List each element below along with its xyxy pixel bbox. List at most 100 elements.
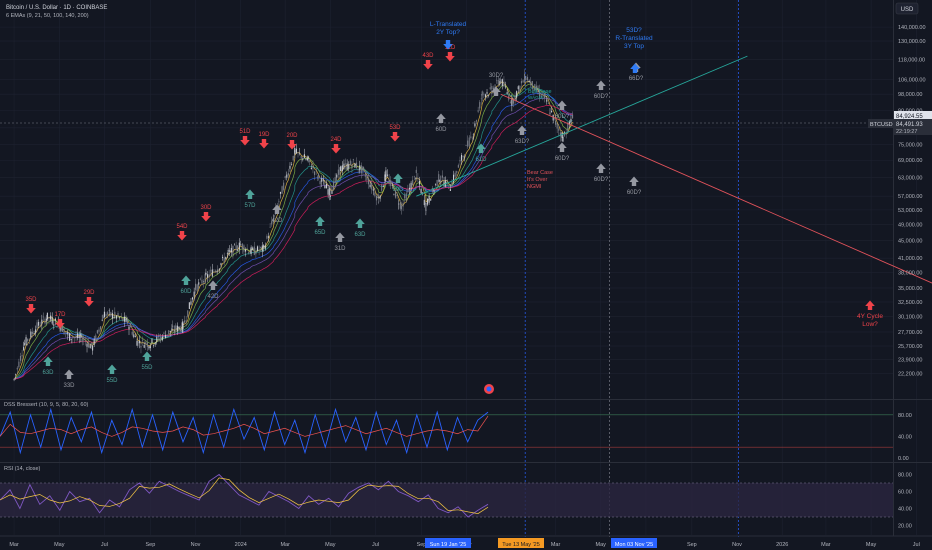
gray-cycle-marker-shape [436, 113, 446, 123]
dss-line-2 [0, 415, 489, 437]
candle-body [501, 79, 503, 87]
time-highlight-3: Mon 03 Nov '25 [615, 542, 653, 548]
gray-cycle-marker: 30D? [489, 73, 504, 96]
event-icon-inner [486, 386, 492, 392]
candle-body [428, 195, 430, 203]
candle-body [394, 190, 397, 198]
candle-body [360, 165, 362, 174]
candle-body [302, 158, 304, 160]
candle-body [315, 169, 317, 171]
candle-body [69, 333, 71, 341]
candle-body [348, 164, 350, 169]
candle-body [457, 165, 459, 168]
price-tick-label: 22,200.00 [898, 372, 922, 378]
candle-body [349, 160, 351, 165]
candle-body [549, 112, 551, 114]
candle-body [133, 334, 135, 338]
candle-body [471, 138, 473, 140]
candle-body [480, 98, 482, 100]
candle-body [35, 329, 37, 333]
candle-body [180, 328, 182, 332]
gray-cycle-marker-label: 60D? [555, 156, 570, 162]
gray-cycle-marker-shape [517, 125, 527, 135]
candle-body [169, 330, 171, 332]
red-cycle-marker-shape [201, 212, 211, 222]
candle-body [294, 150, 296, 153]
green-cycle-marker-label: 57D [244, 203, 256, 209]
candle-body [420, 188, 422, 194]
candle-body [484, 94, 486, 97]
candle-body [522, 81, 524, 83]
candle-body [38, 321, 40, 326]
candle-body [46, 312, 48, 320]
candle-body [364, 174, 366, 177]
time-tick-label: Nov [732, 542, 742, 548]
candle-body [137, 341, 139, 347]
candle-body [181, 322, 183, 332]
candle-body [160, 336, 162, 339]
candle-body [148, 346, 150, 349]
dss-axis: 80.00 40.00 0.00 [898, 413, 912, 462]
red-cycle-marker-shape [423, 60, 433, 70]
candle-body [46, 318, 48, 321]
rsi-ma-line [0, 477, 489, 514]
gray-cycle-marker-shape [557, 100, 567, 110]
candle-body [534, 84, 536, 91]
red-cycle-marker-label: 29D [83, 290, 95, 296]
time-tick-label: May [866, 542, 877, 548]
candle-body [100, 326, 102, 330]
candle-body [461, 154, 463, 161]
time-highlight-2-bg [498, 538, 544, 548]
red-cycle-marker: 19D [258, 132, 270, 149]
gray-cycle-marker-label: 33D [63, 383, 75, 389]
price-tick-label: 106,000.00 [898, 77, 926, 83]
candle-body [206, 274, 209, 278]
candle-body [359, 165, 361, 171]
candle-body [407, 189, 409, 193]
gray-cycle-marker-shape [629, 176, 639, 186]
candle-body [88, 342, 90, 348]
candle-body [31, 331, 33, 334]
candle-body [256, 246, 259, 251]
candle-body [343, 163, 345, 169]
time-axis[interactable]: Mar May Jul Sep Nov 2024 Mar May Jul Sep Nov Mar May… [9, 542, 919, 548]
oscillator-tick-label: 0.00 [898, 456, 909, 462]
red-cycle-marker-shape [331, 144, 341, 154]
candle-body [506, 92, 508, 94]
gray-cycle-marker-label: 60D? [594, 94, 609, 100]
candle-body [499, 81, 501, 85]
time-tick-label: May [54, 542, 65, 548]
gray-cycle-marker-shape [596, 163, 606, 173]
candle-body [168, 330, 170, 335]
candle-body [214, 270, 217, 272]
candle-body [235, 245, 237, 251]
candle-body [125, 317, 127, 322]
gray-cycle-marker-shape [64, 369, 74, 379]
candle-body [252, 247, 254, 250]
time-highlight-3-bg [611, 538, 657, 548]
candle-body [39, 325, 41, 327]
candle-body [386, 174, 389, 176]
ema-line [14, 105, 573, 380]
price-label-2-bg [894, 119, 932, 135]
candle-body [310, 167, 312, 169]
bear-case-label: Bear Case [527, 170, 553, 176]
candle-body [44, 318, 46, 324]
candle-body [36, 322, 38, 329]
candle-body [470, 136, 472, 138]
candle-body [278, 201, 280, 203]
candle-body [91, 342, 93, 347]
candle-body [491, 85, 493, 90]
price-tick-label: 23,900.00 [898, 358, 922, 364]
candle-body [117, 313, 119, 317]
r-translated-marker-shape [630, 63, 640, 73]
red-cycle-marker-shape [445, 52, 455, 62]
candle-body [187, 310, 189, 317]
candle-body [138, 341, 140, 344]
rsi-band [0, 483, 893, 517]
currency-button[interactable] [895, 2, 919, 15]
gray-cycle-marker: 42D [207, 280, 219, 300]
price-tick-label: 57,000.00 [898, 194, 922, 200]
red-cycle-marker: 24D [330, 137, 342, 154]
